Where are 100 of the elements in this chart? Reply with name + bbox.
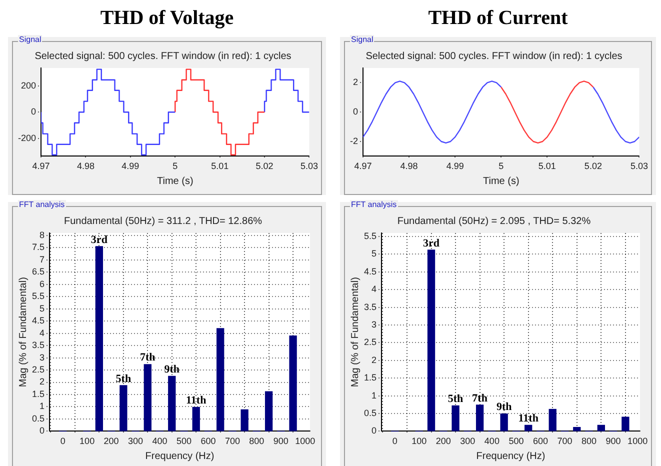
x-tick-label: 900 <box>606 436 621 446</box>
bar <box>573 426 581 432</box>
text: Signal <box>18 35 42 45</box>
x-tick-label: 5 <box>172 161 178 172</box>
x-tick-label: 100 <box>412 436 427 446</box>
annotation: 7th <box>140 352 156 364</box>
annotation: 5th <box>448 393 464 406</box>
annotation: 9th <box>496 401 512 414</box>
x-tick-label: 5.02 <box>584 161 602 172</box>
y-tick-label: 2 <box>39 376 45 387</box>
x-tick-label: 4.97 <box>32 161 50 172</box>
y-tick-label: 0 <box>371 426 377 436</box>
x-tick-label: 1000 <box>295 436 316 446</box>
x-tick-label: 200 <box>104 436 119 446</box>
y-tick-label: 2 <box>371 354 377 365</box>
y-tick-label: 5 <box>371 248 377 259</box>
y-tick-label: 8 <box>39 230 45 240</box>
y-tick-label: 0.5 <box>364 408 377 418</box>
y-tick-label: -200 <box>18 132 36 143</box>
x-tick-label: 4.97 <box>354 161 372 172</box>
y-axis-title: Mag (% of Fundamental) <box>350 277 361 388</box>
x-axis-title: Time (s) <box>156 176 194 187</box>
chart-title: Selected signal: 500 cycles. FFT window (in red): 1 cycles <box>34 50 292 62</box>
x-tick-label: 0 <box>392 436 398 446</box>
y-tick-label: 4.5 <box>364 266 377 276</box>
x-tick-label: 0 <box>60 436 66 446</box>
text: FFT analysis <box>18 200 66 210</box>
x-tick-label: 5.01 <box>211 161 229 172</box>
y-tick-label: 0.5 <box>32 413 45 424</box>
y-tick-label: 5 <box>39 303 45 314</box>
annotation: 5th <box>116 372 132 385</box>
y-tick-label: 3 <box>371 320 377 330</box>
y-tick-label: 4.5 <box>32 316 45 326</box>
x-tick-label: 600 <box>200 436 216 446</box>
y-tick-label: 0 <box>39 426 45 436</box>
y-tick-label: 6 <box>39 278 45 289</box>
x-tick-label: 500 <box>508 436 524 446</box>
y-tick-label: 5.5 <box>364 231 377 242</box>
x-tick-label: 4.98 <box>76 161 94 172</box>
y-tick-label: 4 <box>39 328 45 338</box>
text: THD of Voltage <box>99 6 235 31</box>
y-tick-label: 0 <box>31 106 36 117</box>
x-tick-label: 5.03 <box>300 161 318 172</box>
bar <box>500 414 508 432</box>
y-tick-label: 7 <box>39 254 45 264</box>
bar <box>597 424 605 432</box>
annotation: 3rd <box>90 234 108 246</box>
text: Signal <box>350 35 374 45</box>
y-tick-label: 1 <box>39 401 45 412</box>
x-tick-label: 5.01 <box>538 161 556 172</box>
text: FFT analysis <box>350 200 398 210</box>
x-tick-label: 400 <box>152 436 168 446</box>
annotation: 7th <box>472 392 488 404</box>
bar <box>524 424 532 432</box>
text: THD of Current <box>427 6 569 31</box>
bar <box>622 416 630 432</box>
x-tick-label: 600 <box>532 436 548 446</box>
bar <box>452 405 460 432</box>
bar <box>548 408 556 432</box>
y-tick-label: 2.5 <box>364 337 377 348</box>
chart-title: Fundamental (50Hz) = 311.2 , THD= 12.86% <box>64 216 262 227</box>
bar <box>144 364 152 432</box>
x-tick-label: 800 <box>249 436 264 446</box>
x-tick-label: 400 <box>484 436 500 446</box>
x-tick-label: 1000 <box>628 436 648 446</box>
y-tick-label: -2 <box>350 136 358 146</box>
annotation: 11th <box>186 394 206 407</box>
bar <box>168 376 176 432</box>
x-tick-label: 900 <box>273 436 288 446</box>
y-tick-label: 2.5 <box>32 364 45 375</box>
chart-title: Selected signal: 500 cycles. FFT window (in red): 1 cycles <box>366 50 622 62</box>
x-tick-label: 700 <box>557 436 572 446</box>
x-tick-label: 5 <box>498 161 504 172</box>
x-axis-title: Frequency (Hz) <box>476 450 546 462</box>
x-tick-label: 300 <box>128 436 144 446</box>
chart-title: Fundamental (50Hz) = 2.095 , THD= 5.32% <box>397 216 591 227</box>
x-tick-label: 4.99 <box>446 161 464 172</box>
y-tick-label: 5.5 <box>32 291 45 302</box>
x-tick-label: 500 <box>176 436 192 446</box>
y-tick-label: 1 <box>371 390 377 400</box>
y-axis-title: Mag (% of Fundamental) <box>18 277 29 388</box>
x-tick-label: 700 <box>224 436 240 446</box>
bar <box>289 335 297 432</box>
y-tick-label: 200 <box>20 80 36 90</box>
x-tick-label: 100 <box>80 436 95 446</box>
bar <box>192 406 200 432</box>
y-tick-label: 3.5 <box>32 340 45 350</box>
y-tick-label: 1.5 <box>32 388 45 399</box>
y-tick-label: 6.5 <box>32 266 45 277</box>
x-tick-label: 4.98 <box>400 161 418 172</box>
annotation: 3rd <box>423 237 440 250</box>
bar <box>120 385 128 432</box>
y-tick-label: 4 <box>371 284 377 294</box>
y-tick-label: 2 <box>352 77 358 88</box>
bar <box>240 409 248 432</box>
x-tick-label: 300 <box>460 436 476 446</box>
bar <box>264 391 273 432</box>
x-tick-label: 800 <box>582 436 597 446</box>
y-tick-label: 3 <box>39 352 45 362</box>
y-tick-label: 3.5 <box>364 302 377 312</box>
